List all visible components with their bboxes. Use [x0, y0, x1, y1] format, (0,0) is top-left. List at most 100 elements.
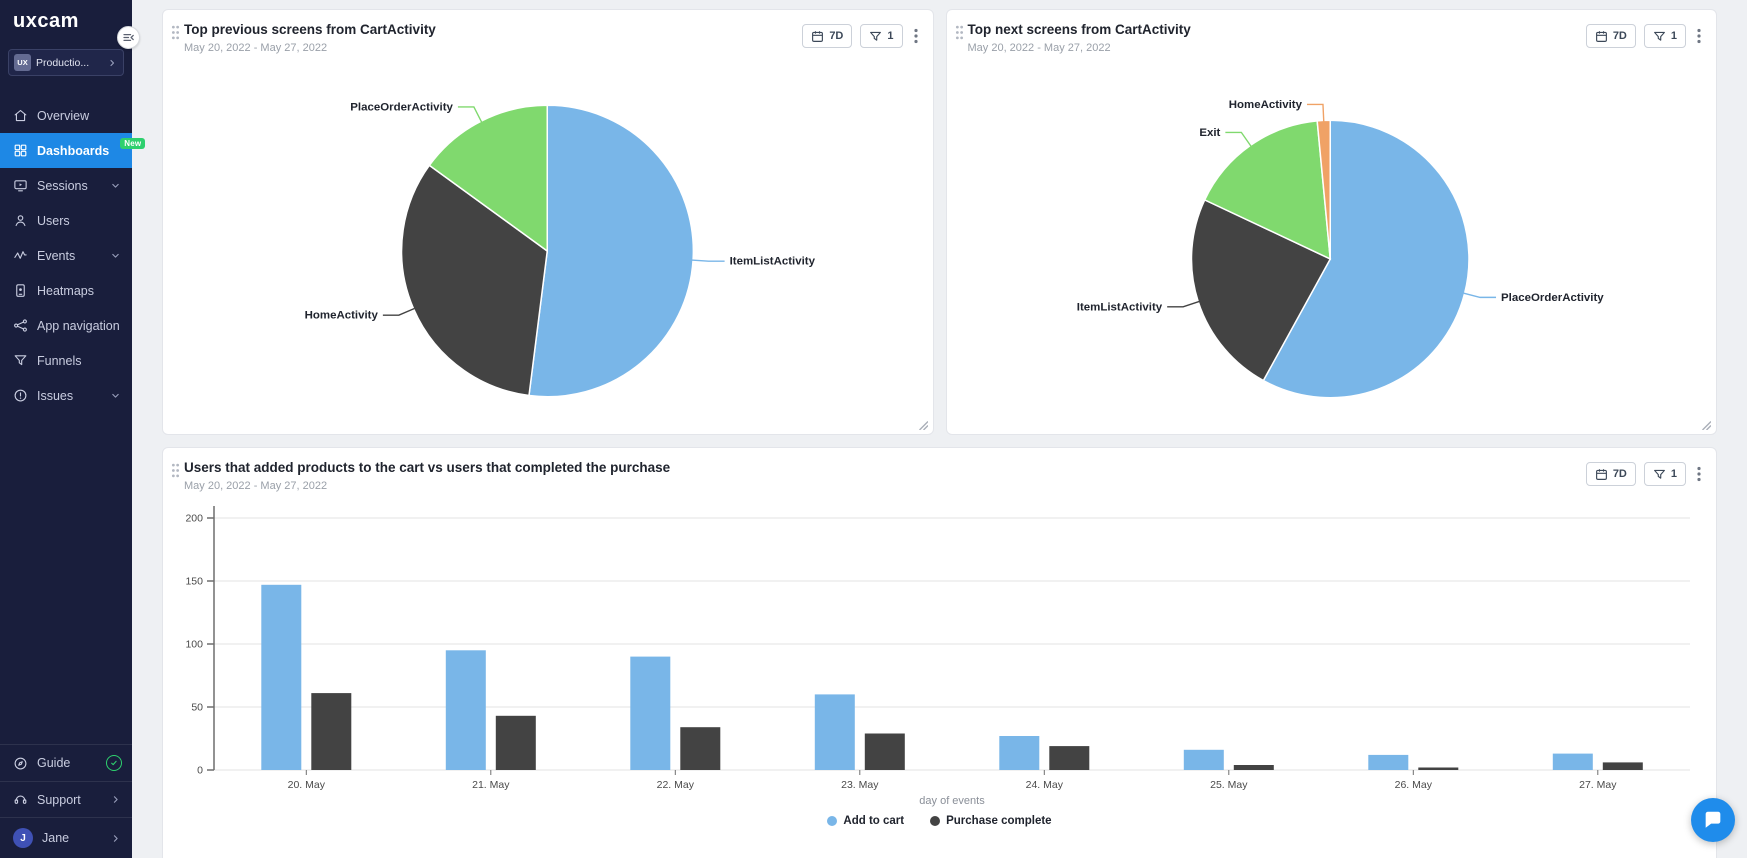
card-header: Users that added products to the cart vs…: [163, 448, 1716, 498]
pie-label-itemlistactivity: ItemListActivity: [730, 256, 816, 268]
sidebar-item-dashboards[interactable]: Dashboards New: [0, 133, 146, 168]
date-range-button[interactable]: 7D: [1585, 462, 1636, 486]
app-navigation-icon: [13, 318, 28, 333]
bar-add-to-cart-24-may[interactable]: [999, 736, 1040, 770]
drag-handle-icon[interactable]: [171, 25, 180, 40]
bar-purchase-complete-27-may[interactable]: [1602, 762, 1643, 770]
y-tick-label: 200: [185, 513, 203, 525]
chat-icon: [1705, 811, 1721, 828]
sidebar-item-overview[interactable]: Overview: [0, 98, 132, 133]
bar-add-to-cart-25-may[interactable]: [1183, 749, 1224, 770]
bar-purchase-complete-26-may[interactable]: [1418, 767, 1459, 771]
card-menu-button[interactable]: [1694, 26, 1704, 46]
date-range-button[interactable]: 7D: [802, 24, 853, 48]
sidebar-footer-jane[interactable]: J Jane: [0, 817, 132, 858]
sidebar-item-funnels[interactable]: Funnels: [0, 343, 132, 378]
dashboard-top-row: Top previous screens from CartActivity M…: [162, 9, 1717, 435]
x-axis-title: day of events: [919, 795, 985, 807]
footer-item-label: Jane: [42, 831, 70, 845]
sidebar-collapse-button[interactable]: [117, 26, 140, 49]
user-avatar: J: [13, 828, 33, 848]
x-tick-label: 21. May: [472, 779, 510, 791]
bar-add-to-cart-23-may[interactable]: [814, 694, 855, 770]
pie-slice-itemlistactivity[interactable]: [528, 104, 695, 398]
sidebar-item-heatmaps[interactable]: Heatmaps: [0, 273, 132, 308]
x-tick-label: 20. May: [288, 779, 326, 791]
bar-add-to-cart-22-may[interactable]: [630, 656, 671, 770]
sidebar-footer-guide[interactable]: Guide: [0, 744, 132, 781]
chevron-right-icon: [109, 832, 122, 845]
dashboards-icon: [13, 143, 28, 158]
bar-purchase-complete-22-may[interactable]: [680, 727, 721, 770]
drag-handle-icon[interactable]: [171, 463, 180, 478]
chevron-right-icon: [110, 59, 115, 66]
x-tick-label: 24. May: [1026, 779, 1064, 791]
sidebar-item-users[interactable]: Users: [0, 203, 132, 238]
sidebar-item-issues[interactable]: Issues: [0, 378, 132, 413]
x-tick-label: 23. May: [841, 779, 879, 791]
workspace-selector[interactable]: UX Productio...: [8, 49, 124, 76]
workspace-logo: UX: [14, 54, 31, 71]
filter-button[interactable]: 1: [1643, 24, 1686, 48]
pie-label-exit: Exit: [1199, 127, 1220, 139]
check-icon: [106, 755, 122, 771]
pie-label-homeactivity: HomeActivity: [305, 310, 379, 322]
pie-label-homeactivity: HomeActivity: [1228, 99, 1302, 111]
x-tick-label: 26. May: [1395, 779, 1433, 791]
sidebar: uxcam UX Productio... Overview Dashboards…: [0, 0, 146, 858]
legend-dot: [930, 816, 941, 826]
pie-label-line: [457, 106, 483, 123]
filter-count: 1: [1670, 30, 1677, 42]
calendar-icon: [1595, 30, 1607, 42]
bar-purchase-complete-23-may[interactable]: [864, 733, 905, 771]
pie-label-placeorderactivity: PlaceOrderActivity: [350, 101, 453, 113]
y-tick-label: 50: [191, 702, 203, 714]
chevron-right-icon: [109, 793, 122, 806]
legend-dot: [827, 816, 838, 826]
kebab-icon: [913, 28, 918, 44]
filter-count: 1: [1670, 468, 1677, 480]
home-icon: [13, 108, 28, 123]
sidebar-item-label: Heatmaps: [37, 283, 94, 298]
legend-item-purchase-complete[interactable]: Purchase complete: [930, 815, 1052, 827]
sidebar-footer-support[interactable]: Support: [0, 781, 132, 817]
filter-button[interactable]: 1: [1643, 462, 1686, 486]
card-title: Top previous screens from CartActivity: [184, 22, 436, 37]
x-tick-label: 27. May: [1579, 779, 1617, 791]
pie-label-line: [1224, 131, 1252, 147]
pie-label-line: [382, 307, 415, 316]
resize-handle[interactable]: [1701, 420, 1711, 430]
sidebar-item-events[interactable]: Events: [0, 238, 132, 273]
bar-add-to-cart-21-may[interactable]: [445, 650, 486, 770]
bar-purchase-complete-20-may[interactable]: [311, 693, 352, 770]
bar-add-to-cart-20-may[interactable]: [261, 584, 302, 770]
card-menu-button[interactable]: [1694, 464, 1704, 484]
card-menu-button[interactable]: [911, 26, 921, 46]
footer-item-label: Support: [37, 792, 81, 807]
drag-handle-icon[interactable]: [955, 25, 964, 40]
chevron-down-icon: [109, 249, 122, 262]
sidebar-item-label: Issues: [37, 388, 74, 403]
bar-purchase-complete-21-may[interactable]: [495, 715, 536, 770]
bar-purchase-complete-25-may[interactable]: [1233, 765, 1274, 770]
pie-label-itemlistactivity: ItemListActivity: [1076, 301, 1162, 313]
bar-purchase-complete-24-may[interactable]: [1049, 746, 1090, 770]
filter-button[interactable]: 1: [860, 24, 903, 48]
legend-item-add-to-cart[interactable]: Add to cart: [827, 815, 904, 827]
card-date-range: May 20, 2022 - May 27, 2022: [184, 42, 328, 54]
new-badge: New: [120, 138, 146, 149]
events-icon: [13, 248, 28, 263]
date-range-button[interactable]: 7D: [1585, 24, 1636, 48]
sidebar-item-sessions[interactable]: Sessions: [0, 168, 132, 203]
bar-add-to-cart-26-may[interactable]: [1368, 754, 1409, 770]
y-tick-label: 0: [197, 765, 203, 777]
resize-handle[interactable]: [918, 420, 928, 430]
intercom-launcher[interactable]: [1691, 798, 1735, 842]
kebab-icon: [1697, 28, 1701, 44]
bar-chart-cart-vs-purchase: 0 50 100 150 200 20. May 21. May 22. May 23. May…: [185, 506, 1690, 807]
filter-count: 1: [887, 30, 894, 42]
issues-icon: [13, 388, 28, 403]
sidebar-item-app-navigation[interactable]: App navigation: [0, 308, 132, 343]
bar-add-to-cart-27-may[interactable]: [1552, 753, 1593, 770]
